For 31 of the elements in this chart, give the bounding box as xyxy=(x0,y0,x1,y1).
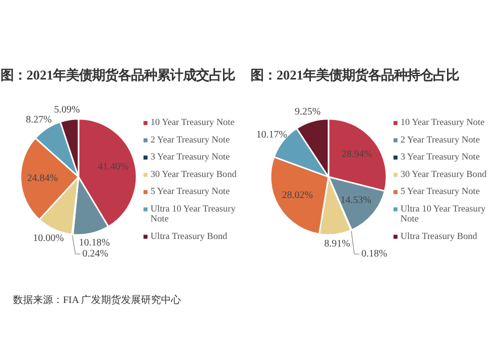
data-label: 41.40% xyxy=(98,162,129,173)
data-label: 28.94% xyxy=(341,148,372,160)
data-label: 9.25% xyxy=(294,106,321,118)
legend-label: 30 Year Treasury Bond xyxy=(400,170,487,180)
data-label: 10.00% xyxy=(33,232,64,244)
data-label: 5.09% xyxy=(54,104,80,116)
data-label: 8.91% xyxy=(324,238,350,250)
data-label: 14.53% xyxy=(340,194,372,206)
legend-label: 30 Year Treasury Bond xyxy=(150,170,237,180)
chart-title: 图：2021年美债期货各品种累计成交占比 xyxy=(0,68,236,82)
data-label: 0.24% xyxy=(82,248,108,260)
legend-label: 2 Year Treasury Note xyxy=(400,135,480,146)
legend-label: 2 Year Treasury Note xyxy=(150,135,230,146)
legend-label: Ultra 10 Year Treasury Note xyxy=(400,204,486,224)
legend-label: Ultra Treasury Bond xyxy=(400,232,478,242)
data-label: 28.02% xyxy=(282,190,313,201)
legend-label: 10 Year Treasury Note xyxy=(150,118,234,128)
source-note: 数据来源：FIA 广发期货发展研究中心 xyxy=(13,294,182,308)
data-label: 8.27% xyxy=(26,114,52,126)
data-label: 24.84% xyxy=(27,173,58,184)
legend-label: 5 Year Treasury Note xyxy=(150,187,230,198)
legend-label: Ultra 10 Year Treasury Note xyxy=(150,204,236,224)
legend-label: 3 Year Treasury Note xyxy=(150,152,230,163)
legend-label: 5 Year Treasury Note xyxy=(400,187,480,198)
chart-title: 图：2021年美债期货各品种持仓占比 xyxy=(250,68,460,82)
legend-label: Ultra Treasury Bond xyxy=(150,232,228,242)
data-label: 10.17% xyxy=(256,129,288,140)
legend-label: 3 Year Treasury Note xyxy=(400,152,480,163)
data-label: 0.18% xyxy=(361,248,388,260)
legend-label: 10 Year Treasury Note xyxy=(400,118,484,128)
data-label: 10.18% xyxy=(78,237,110,248)
